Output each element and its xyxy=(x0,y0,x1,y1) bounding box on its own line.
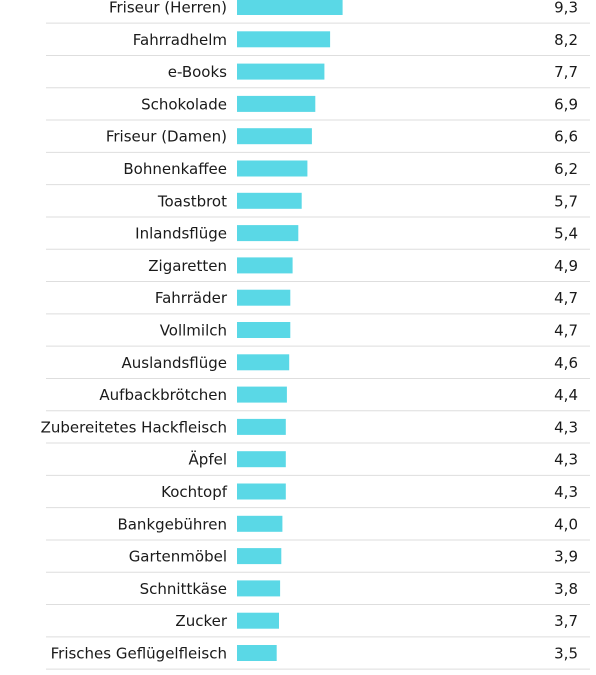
bar-toastbrot xyxy=(237,192,302,209)
bar-row-fahrradhelm: Fahrradhelm 8,2 xyxy=(46,31,590,56)
bar-schnittkaese xyxy=(237,580,281,597)
value-label-schokolade: 6,9 xyxy=(554,95,578,113)
category-label-frisches-gefluegelfleisch: Frisches Geflügelfleisch xyxy=(51,645,227,663)
bar-fahrraeder xyxy=(237,289,291,306)
category-label-aepfel: Äpfel xyxy=(189,450,227,469)
value-label-schnittkaese: 3,8 xyxy=(554,580,578,598)
bar-friseur-damen xyxy=(237,128,312,145)
bar-row-bankgebuehren: Bankgebühren 4,0 xyxy=(46,515,590,541)
bar-bohnenkaffee xyxy=(237,160,308,177)
bar-row-friseur-herren: Friseur (Herren) 9,3 xyxy=(46,0,590,24)
bar-auslandsfluege xyxy=(237,354,290,371)
value-label-e-books: 7,7 xyxy=(554,63,578,81)
bar-row-bohnenkaffee: Bohnenkaffee 6,2 xyxy=(46,160,590,186)
category-label-schokolade: Schokolade xyxy=(141,95,227,113)
bar-zigaretten xyxy=(237,257,293,274)
bar-aepfel xyxy=(237,451,286,468)
bar-row-aepfel: Äpfel 4,3 xyxy=(46,450,590,476)
value-label-frisches-gefluegelfleisch: 3,5 xyxy=(554,645,578,663)
bar-row-vollmilch: Vollmilch 4,7 xyxy=(46,322,590,347)
bar-row-inlandsfluege: Inlandsflüge 5,4 xyxy=(46,225,590,250)
value-label-zubereitetes-hackfleisch: 4,3 xyxy=(554,418,578,436)
value-label-fahrradhelm: 8,2 xyxy=(554,31,578,49)
category-label-aufbackbroetchen: Aufbackbrötchen xyxy=(99,386,227,404)
bar-frisches-gefluegelfleisch xyxy=(237,645,277,661)
category-label-zigaretten: Zigaretten xyxy=(148,257,227,275)
category-label-toastbrot: Toastbrot xyxy=(157,192,227,210)
bar-zucker xyxy=(237,612,279,629)
category-label-zubereitetes-hackfleisch: Zubereitetes Hackfleisch xyxy=(41,418,227,436)
value-label-auslandsfluege: 4,6 xyxy=(554,354,578,372)
category-label-friseur-damen: Friseur (Damen) xyxy=(106,128,227,146)
value-label-zigaretten: 4,9 xyxy=(554,257,578,275)
bar-row-zubereitetes-hackfleisch: Zubereitetes Hackfleisch 4,3 xyxy=(41,418,590,444)
category-label-zucker: Zucker xyxy=(175,612,227,630)
bar-row-frisches-gefluegelfleisch: Frisches Geflügelfleisch 3,5 xyxy=(46,645,590,670)
chart-rows: Friseur (Herren) 9,3 Fahrradhelm 8,2 e-Books… xyxy=(41,0,590,670)
bar-row-zucker: Zucker 3,7 xyxy=(46,612,590,638)
bar-bankgebuehren xyxy=(237,515,283,532)
bar-row-zigaretten: Zigaretten 4,9 xyxy=(46,257,590,283)
bar-vollmilch xyxy=(237,322,291,338)
value-label-fahrraeder: 4,7 xyxy=(554,289,578,307)
bar-gartenmoebel xyxy=(237,548,282,565)
value-label-aepfel: 4,3 xyxy=(554,451,578,469)
category-label-schnittkaese: Schnittkäse xyxy=(140,580,227,598)
bar-row-auslandsfluege: Auslandsflüge 4,6 xyxy=(46,354,590,379)
category-label-auslandsfluege: Auslandsflüge xyxy=(122,354,228,372)
value-label-gartenmoebel: 3,9 xyxy=(554,548,578,566)
category-label-bankgebuehren: Bankgebühren xyxy=(117,515,227,533)
value-label-friseur-herren: 9,3 xyxy=(554,0,578,17)
bar-schokolade xyxy=(237,95,316,112)
value-label-bankgebuehren: 4,0 xyxy=(554,515,578,533)
bar-row-schnittkaese: Schnittkäse 3,8 xyxy=(46,580,590,606)
value-label-inlandsfluege: 5,4 xyxy=(554,225,578,243)
category-label-gartenmoebel: Gartenmöbel xyxy=(129,548,227,566)
value-label-toastbrot: 5,7 xyxy=(554,192,578,210)
category-label-friseur-herren: Friseur (Herren) xyxy=(109,0,227,17)
value-label-vollmilch: 4,7 xyxy=(554,322,578,340)
bar-fahrradhelm xyxy=(237,31,331,48)
value-label-kochtopf: 4,3 xyxy=(554,483,578,501)
value-label-friseur-damen: 6,6 xyxy=(554,128,578,146)
value-label-zucker: 3,7 xyxy=(554,612,578,630)
bar-e-books xyxy=(237,63,325,80)
bar-row-friseur-damen: Friseur (Damen) 6,6 xyxy=(46,128,590,153)
bar-friseur-herren xyxy=(237,0,343,15)
category-label-bohnenkaffee: Bohnenkaffee xyxy=(123,160,227,178)
category-label-inlandsfluege: Inlandsflüge xyxy=(135,225,227,243)
bar-row-toastbrot: Toastbrot 5,7 xyxy=(46,192,590,218)
bar-row-kochtopf: Kochtopf 4,3 xyxy=(46,483,590,509)
category-label-kochtopf: Kochtopf xyxy=(161,483,228,501)
bar-zubereitetes-hackfleisch xyxy=(237,418,286,435)
category-label-e-books: e-Books xyxy=(168,63,227,81)
bar-inlandsfluege xyxy=(237,225,299,242)
bar-aufbackbroetchen xyxy=(237,386,287,403)
bar-kochtopf xyxy=(237,483,286,500)
bar-row-aufbackbroetchen: Aufbackbrötchen 4,4 xyxy=(46,386,590,412)
bar-row-gartenmoebel: Gartenmöbel 3,9 xyxy=(46,548,590,573)
category-label-vollmilch: Vollmilch xyxy=(160,322,227,340)
bar-row-e-books: e-Books 7,7 xyxy=(46,63,590,89)
category-label-fahrradhelm: Fahrradhelm xyxy=(133,31,227,49)
value-label-aufbackbroetchen: 4,4 xyxy=(554,386,578,404)
category-label-fahrraeder: Fahrräder xyxy=(155,289,228,307)
value-label-bohnenkaffee: 6,2 xyxy=(554,160,578,178)
bar-row-schokolade: Schokolade 6,9 xyxy=(46,95,590,121)
bar-row-fahrraeder: Fahrräder 4,7 xyxy=(46,289,590,315)
